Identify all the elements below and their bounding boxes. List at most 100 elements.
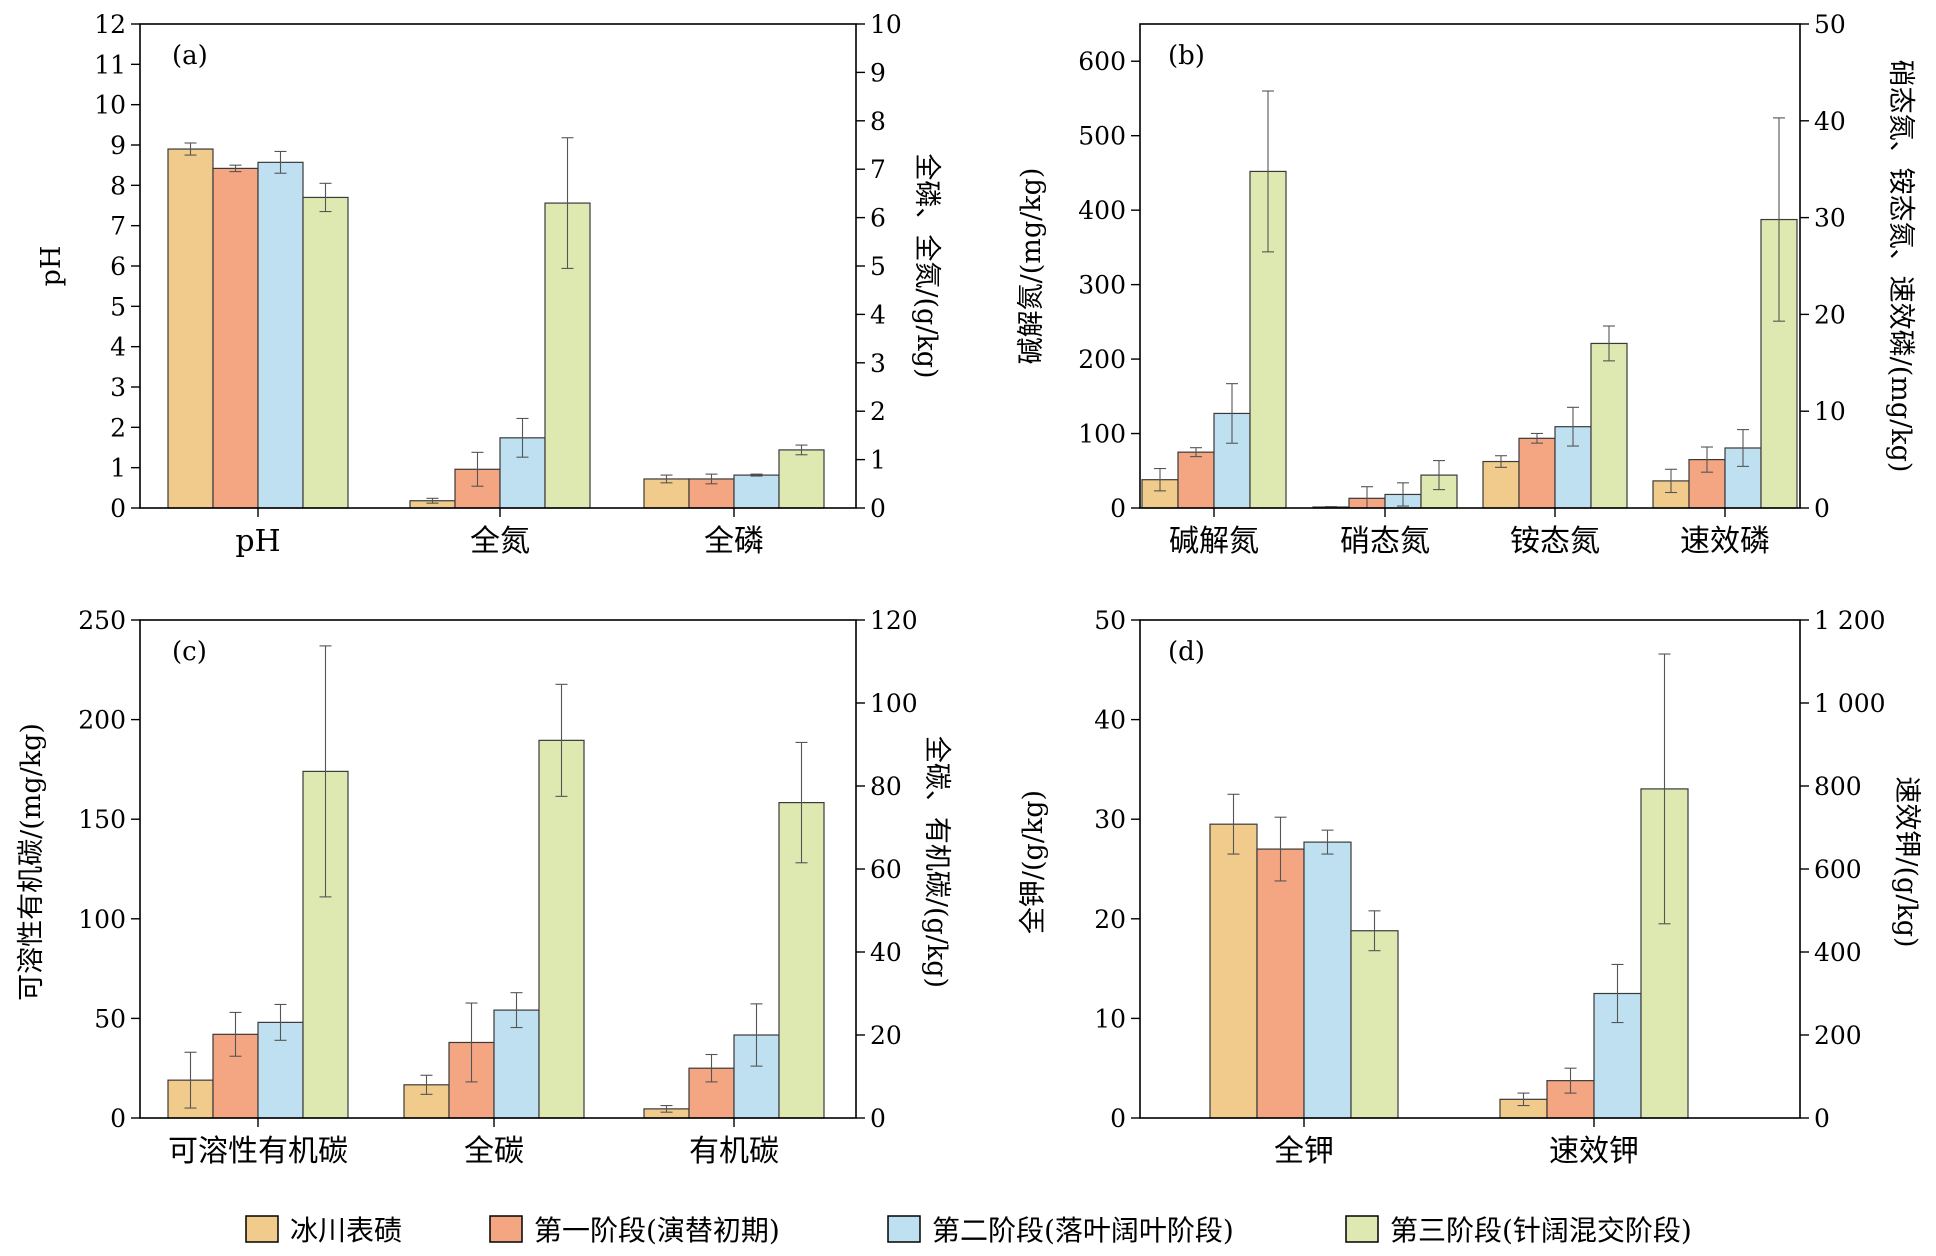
y-tick-label-b: 400 [1078,196,1126,225]
y-tick-label-a: 10 [94,91,126,120]
plot-frame-b [1139,23,1801,509]
bar-a-1-4 [302,196,349,509]
bar-b-3-1 [1482,460,1520,509]
bar-d-1-3 [1303,841,1352,1119]
y2-tick-label-d: 0 [1814,1104,1830,1133]
y-tick-label-c: 150 [78,805,126,834]
bar-a-1-1 [167,148,214,509]
y2-tick-label-a: 9 [870,58,886,87]
y2-tick-label-a: 4 [870,300,886,329]
category-label-d-1: 全钾 [1274,1134,1334,1169]
y-tick-label-d: 10 [1094,1004,1126,1033]
y-tick-label-b: 500 [1078,122,1126,151]
category-label-c-2: 全碳 [464,1134,524,1169]
panel-c-bars [167,645,825,1119]
y2-tick-label-a: 10 [870,10,902,39]
bar-a-3-3 [733,474,780,509]
y2-tick-label-d: 600 [1814,855,1862,884]
category-label-c-3: 有机碳 [689,1134,779,1169]
panel-b-y2-axis-label: 硝态氮、铵态氮、速效磷/(mg/kg) [1885,60,1916,473]
panel-b: 0 100 200 300 400 500 600 0 10 20 30 40 50 碱解氮 硝态氮 铵态氮 速… [1016,10,1916,559]
bar-a-1-3 [257,161,304,509]
y2-tick-label-c: 120 [870,606,918,635]
y-tick-label-c: 0 [110,1104,126,1133]
category-label-c-1: 可溶性有机碳 [168,1134,348,1169]
y2-tick-label-c: 40 [870,938,902,967]
y2-tick-label-a: 1 [870,446,886,475]
y-tick-label-a: 1 [110,454,126,483]
y-tick-label-d: 30 [1094,805,1126,834]
y2-tick-label-c: 100 [870,689,918,718]
y-tick-label-a: 11 [94,50,126,79]
bar-b-1-2 [1177,451,1215,509]
category-label-b-4: 速效磷 [1680,524,1770,559]
y-tick-label-a: 12 [94,10,126,39]
y-tick-label-d: 40 [1094,706,1126,735]
y-tick-label-a: 0 [110,494,126,523]
y2-tick-label-a: 8 [870,107,886,136]
y2-tick-label-d: 1 000 [1814,689,1886,718]
panel-b-axes [1139,23,1801,509]
y2-tick-label-a: 3 [870,349,886,378]
y-tick-label-b: 200 [1078,345,1126,374]
panel-c: 0 50 100 150 200 250 0 20 40 60 80 100 120 可溶性有机碳 全碳 有机… [16,606,952,1169]
panel-b-y-axis-label: 碱解氮/(mg/kg) [1016,168,1047,365]
y2-tick-label-b: 20 [1814,300,1846,329]
panel-c-ticks: 0 50 100 150 200 250 0 20 40 60 80 100 120 可溶性有机碳 全碳 有机… [78,606,917,1169]
y-tick-label-a: 8 [110,171,126,200]
legend-swatch-2 [489,1215,523,1243]
y2-tick-label-a: 7 [870,155,886,184]
panel-d-y2-axis-label: 速效钾/(g/kg) [1891,776,1922,947]
bar-a-1-2 [212,167,259,509]
bar-b-3-4 [1590,342,1628,509]
bar-d-1-1 [1209,823,1258,1119]
y-tick-label-b: 300 [1078,271,1126,300]
y-tick-label-d: 20 [1094,905,1126,934]
category-label-b-3: 铵态氮 [1510,524,1600,559]
legend-label-3: 第二阶段(落叶阔叶阶段) [932,1214,1234,1247]
legend-label-2: 第一阶段(演替初期) [534,1214,780,1247]
y-tick-label-c: 100 [78,905,126,934]
legend: 冰川表碛 第一阶段(演替初期) 第二阶段(落叶阔叶阶段) 第三阶段(针阔混交阶段… [245,1214,1692,1247]
panel-c-label: (c) [172,637,207,667]
y-tick-label-a: 9 [110,131,126,160]
panel-a-label: (a) [172,41,208,71]
y-tick-label-a: 3 [110,373,126,402]
panel-a-y2-axis-label: 全磷、全氮/(g/kg) [911,153,942,378]
category-label-a-1: pH [235,524,280,559]
y2-tick-label-b: 40 [1814,107,1846,136]
panel-d-y-axis-label: 全钾/(g/kg) [1018,790,1049,934]
panel-a-bars [167,137,825,509]
y2-tick-label-b: 30 [1814,204,1846,233]
y-tick-label-a: 7 [110,212,126,241]
y2-tick-label-d: 200 [1814,1021,1862,1050]
panel-b-label: (b) [1168,41,1205,71]
bar-b-3-2 [1518,437,1556,509]
y2-tick-label-a: 0 [870,494,886,523]
bar-d-1-2 [1256,848,1305,1119]
y-tick-label-c: 200 [78,706,126,735]
y-tick-label-a: 5 [110,292,126,321]
bar-c-2-4 [538,739,585,1119]
category-label-a-3: 全磷 [704,524,764,559]
y-tick-label-c: 50 [94,1004,126,1033]
legend-swatch-3 [887,1215,921,1243]
y2-tick-label-b: 10 [1814,397,1846,426]
y2-tick-label-d: 400 [1814,938,1862,967]
y2-tick-label-b: 0 [1814,494,1830,523]
y2-tick-label-a: 6 [870,204,886,233]
legend-label-4: 第三阶段(针阔混交阶段) [1390,1214,1692,1247]
panel-d-label: (d) [1168,637,1205,667]
panel-a-y-axis-label: pH [36,246,67,287]
y-tick-label-d: 0 [1110,1104,1126,1133]
y2-tick-label-a: 5 [870,252,886,281]
panel-d-ticks: 0 10 20 30 40 50 0 200 400 600 800 1 000 1 200 全钾 速效钾 [1094,606,1885,1169]
y2-tick-label-d: 800 [1814,772,1862,801]
y-tick-label-a: 6 [110,252,126,281]
y2-tick-label-c: 80 [870,772,902,801]
y-tick-label-d: 50 [1094,606,1126,635]
y2-tick-label-a: 2 [870,397,886,426]
